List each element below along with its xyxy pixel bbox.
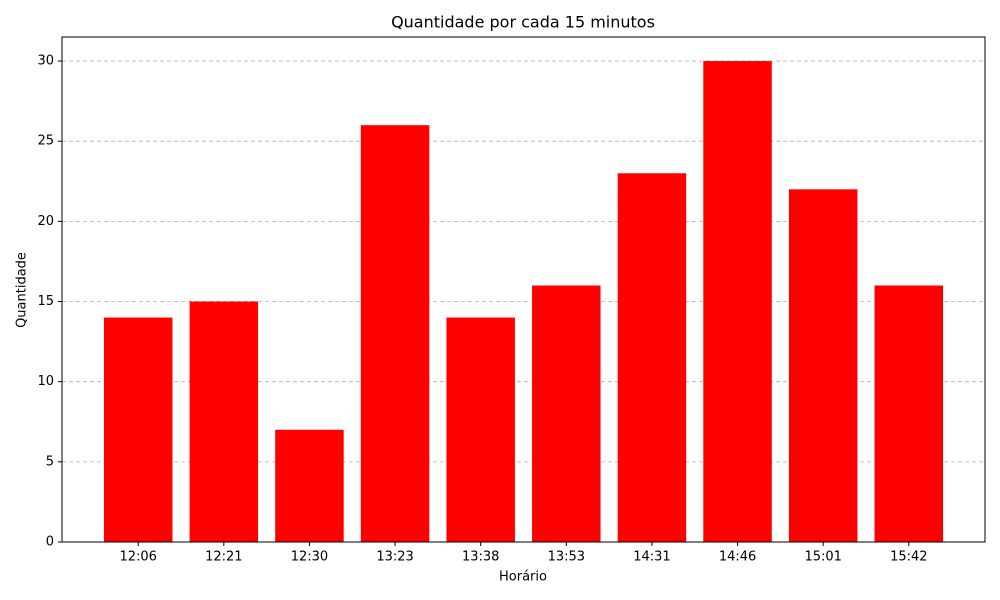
y-axis-label: Quantidade (15, 252, 30, 328)
y-tick-label: 0 (46, 535, 54, 550)
x-tick-label: 14:31 (633, 550, 670, 565)
bar (446, 317, 515, 542)
x-tick-label: 13:23 (376, 550, 413, 565)
bar (189, 301, 259, 542)
y-tick-label: 20 (37, 214, 54, 229)
x-tick-label: 12:06 (119, 550, 156, 565)
x-tick-label: 12:30 (291, 550, 328, 565)
y-tick-label: 10 (37, 374, 54, 389)
bar (532, 285, 601, 542)
bar (788, 189, 858, 543)
x-axis-label: Horário (499, 570, 547, 585)
y-tick-label: 15 (37, 294, 54, 309)
bar (617, 173, 687, 542)
x-tick-label: 13:53 (548, 550, 585, 565)
x-tick-label: 15:01 (804, 550, 841, 565)
x-tick-label: 12:21 (205, 550, 242, 565)
x-tick-label: 15:42 (890, 550, 927, 565)
y-tick-label: 30 (37, 54, 54, 69)
bar (874, 285, 944, 542)
x-tick-label: 14:46 (719, 550, 756, 565)
x-tick-label: 13:38 (462, 550, 499, 565)
axes-frame (61, 36, 986, 543)
y-tick-label: 5 (46, 454, 54, 469)
chart-title: Quantidade por cada 15 minutos (391, 13, 655, 32)
bar (360, 125, 430, 542)
bar (275, 429, 344, 542)
bar (103, 317, 173, 542)
bar (703, 61, 772, 543)
y-tick-label: 25 (37, 134, 54, 149)
